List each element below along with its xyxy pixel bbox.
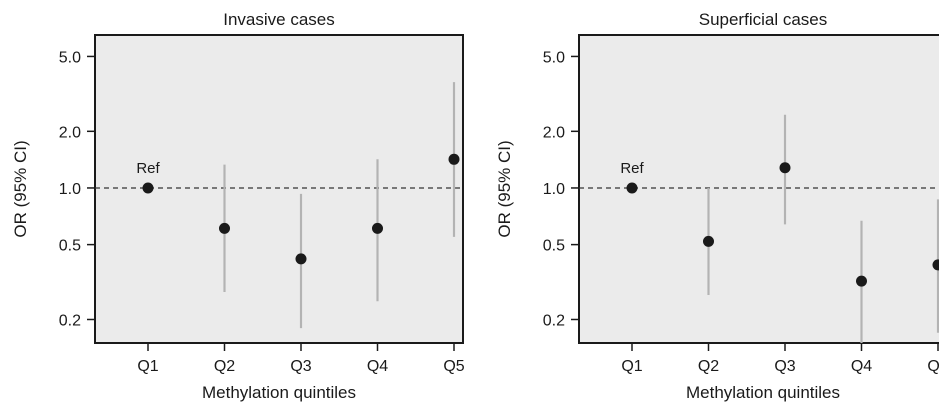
x-axis-label: Methylation quintiles (202, 383, 356, 402)
y-axis: 0.2 0.5 1.0 2.0 5.0 (59, 49, 95, 329)
y-tick-label: 0.5 (59, 238, 81, 255)
x-axis: Q1 Q2 Q3 Q4 Q5 (621, 343, 939, 375)
data-point (779, 162, 791, 174)
y-tick-label: 5.0 (543, 49, 565, 66)
x-tick-label: Q2 (698, 358, 719, 375)
superficial-panel: Superficial cases Ref 0.2 0.5 1.0 2.0 5.0 Q1… (495, 10, 939, 402)
x-tick-label: Q5 (443, 358, 464, 375)
y-tick-label: 0.2 (59, 312, 81, 329)
y-axis-label: OR (95% CI) (11, 140, 30, 237)
y-tick-label: 2.0 (543, 124, 565, 141)
chart-title: Superficial cases (699, 10, 828, 29)
data-point (219, 222, 230, 234)
data-point (856, 275, 867, 287)
y-tick-label: 0.2 (543, 312, 565, 329)
data-marks (626, 114, 939, 343)
x-axis: Q1 Q2 Q3 Q4 Q5 (137, 343, 465, 375)
x-tick-label: Q5 (927, 358, 939, 375)
chart-title: Invasive cases (223, 10, 335, 29)
reference-label: Ref (620, 160, 644, 177)
y-tick-label: 2.0 (59, 124, 81, 141)
invasive-panel: Invasive cases Ref 0.20.51.02.05.0 Q1 Q2 Q… (11, 10, 465, 402)
data-point (142, 182, 154, 194)
x-tick-label: Q1 (621, 358, 642, 375)
y-axis-label: OR (95% CI) (495, 140, 514, 237)
x-tick-label: Q4 (367, 358, 388, 375)
x-axis-label: Methylation quintiles (686, 383, 840, 402)
x-tick-label: Q3 (774, 358, 795, 375)
reference-label: Ref (136, 160, 160, 177)
y-axis: 0.2 0.5 1.0 2.0 5.0 (543, 49, 579, 329)
data-marks (142, 82, 460, 329)
x-tick-label: Q1 (137, 358, 158, 375)
data-point (295, 253, 307, 265)
data-point (703, 235, 714, 247)
x-tick-label: Q3 (290, 358, 311, 375)
data-point (932, 259, 939, 271)
y-tick-label: 1.0 (59, 181, 81, 198)
plot-area (94, 34, 464, 344)
y-tick-label: 1.0 (543, 181, 565, 198)
plot-area (578, 34, 939, 344)
y-tick-label: 5.0 (59, 49, 81, 66)
x-tick-label: Q2 (214, 358, 235, 375)
y-tick-label: 0.5 (543, 238, 565, 255)
data-point (626, 182, 638, 194)
x-tick-label: Q4 (851, 358, 872, 375)
data-point (372, 222, 383, 234)
data-point (448, 153, 460, 165)
